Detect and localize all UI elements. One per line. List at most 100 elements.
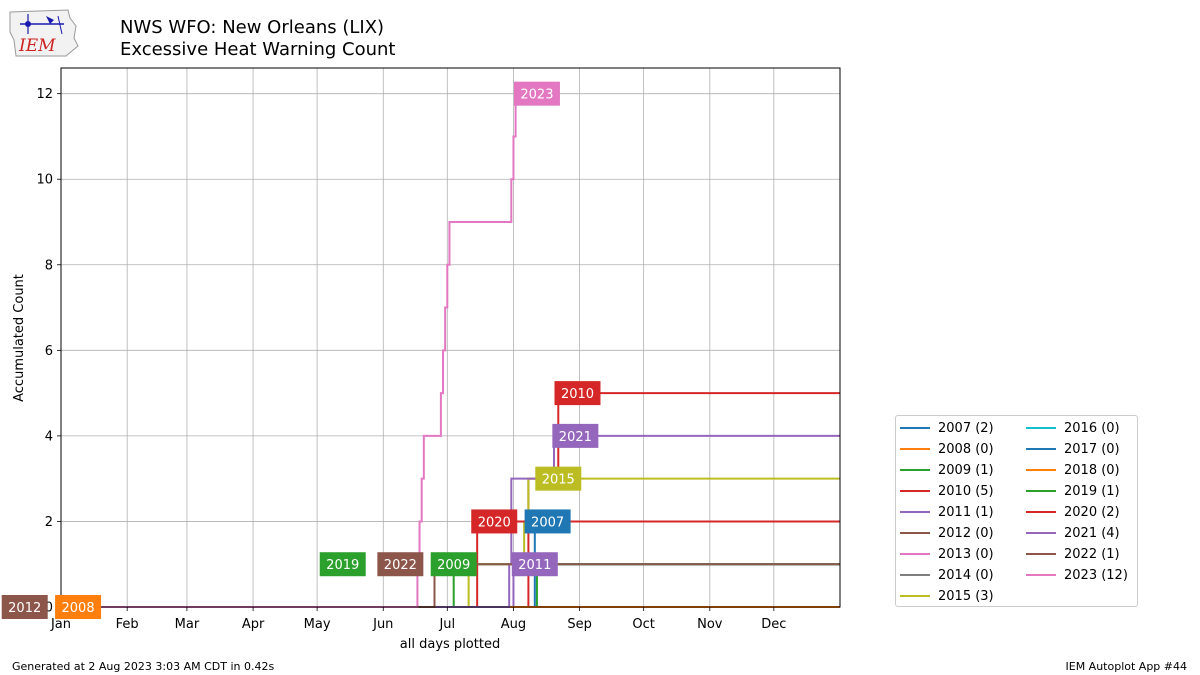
chart-legend: 2007 (2) 2008 (0) 2009 (1) 2010 (5) 2011 (1)…	[895, 415, 1138, 607]
label-box-2015	[535, 466, 582, 491]
x-tick-label: Dec	[761, 617, 786, 632]
label-text-2021: 2021	[559, 430, 592, 445]
legend-item-2007: 2007 (2)	[900, 418, 994, 438]
legend-item-2021: 2021 (4)	[1026, 523, 1120, 543]
legend-label: 2019 (1)	[1064, 483, 1120, 499]
label-box-2021	[552, 423, 599, 448]
label-box-2009	[430, 552, 477, 577]
label-text-2020: 2020	[478, 515, 511, 530]
x-tick-label: Jan	[50, 617, 71, 632]
legend-label: 2009 (1)	[938, 462, 994, 478]
legend-swatch	[900, 511, 930, 513]
legend-item-2015: 2015 (3)	[900, 586, 994, 606]
label-text-2009: 2009	[437, 558, 470, 573]
legend-item-2018: 2018 (0)	[1026, 460, 1120, 480]
label-box-2019	[319, 552, 366, 577]
legend-item-2022: 2022 (1)	[1026, 544, 1120, 564]
x-tick-label: Jul	[438, 617, 455, 632]
y-tick-label: 8	[45, 258, 53, 273]
legend-item-2023: 2023 (12)	[1026, 565, 1128, 585]
label-box-2011	[511, 552, 558, 577]
legend-label: 2012 (0)	[938, 525, 994, 541]
tick-labels: Jan Feb Mar Apr May Jun Jul Aug Sep Oct Nov Dec 0 2 4 6…	[36, 87, 786, 632]
legend-label: 2017 (0)	[1064, 441, 1120, 457]
label-box-2008	[55, 595, 102, 619]
grid	[60, 68, 840, 608]
label-text-2011: 2011	[518, 558, 551, 573]
legend-label: 2020 (2)	[1064, 504, 1120, 520]
legend-swatch	[900, 469, 930, 471]
x-axis-label: all days plotted	[400, 637, 500, 652]
legend-swatch	[1026, 469, 1056, 471]
y-tick-label: 2	[45, 515, 53, 530]
label-box-2007	[524, 509, 571, 534]
label-text-2008: 2008	[62, 601, 95, 616]
label-box-2020	[471, 509, 518, 534]
legend-item-2012: 2012 (0)	[900, 523, 994, 543]
legend-swatch	[900, 574, 930, 576]
legend-label: 2021 (4)	[1064, 525, 1120, 541]
axes	[57, 67, 841, 611]
label-text-2010: 2010	[561, 387, 594, 402]
legend-item-2008: 2008 (0)	[900, 439, 994, 459]
legend-label: 2022 (1)	[1064, 546, 1120, 562]
y-tick-label: 4	[45, 429, 53, 444]
legend-swatch	[900, 553, 930, 555]
label-text-2022: 2022	[384, 558, 417, 573]
x-tick-label: May	[304, 617, 331, 632]
legend-label: 2007 (2)	[938, 420, 994, 436]
chart-title-line1: NWS WFO: New Orleans (LIX)	[120, 17, 385, 38]
series-line-2015	[61, 477, 840, 608]
legend-swatch	[900, 490, 930, 492]
x-tick-label: Mar	[175, 617, 200, 632]
label-text-2023: 2023	[520, 88, 553, 103]
y-tick-label: 12	[36, 87, 53, 102]
legend-label: 2011 (1)	[938, 504, 994, 520]
x-tick-label: Nov	[697, 617, 723, 632]
legend-swatch	[1026, 553, 1056, 555]
x-tick-label: Jun	[372, 617, 393, 632]
legend-swatch	[1026, 427, 1056, 429]
legend-item-2016: 2016 (0)	[1026, 418, 1120, 438]
label-box-2012	[1, 595, 48, 619]
footer-generated: Generated at 2 Aug 2023 3:03 AM CDT in 0…	[12, 660, 275, 673]
legend-swatch	[1026, 490, 1056, 492]
legend-item-2013: 2013 (0)	[900, 544, 994, 564]
label-box-2022	[377, 552, 424, 577]
legend-item-2014: 2014 (0)	[900, 565, 994, 585]
legend-swatch	[1026, 448, 1056, 450]
y-tick-label: 10	[36, 173, 53, 188]
legend-swatch	[1026, 574, 1056, 576]
label-text-2015: 2015	[542, 473, 575, 488]
x-tick-label: Sep	[567, 617, 592, 632]
legend-label: 2018 (0)	[1064, 462, 1120, 478]
x-tick-label: Oct	[632, 617, 654, 632]
series-line-2023	[61, 93, 517, 608]
label-text-2007: 2007	[531, 515, 564, 530]
legend-item-2009: 2009 (1)	[900, 460, 994, 480]
legend-label: 2010 (5)	[938, 483, 994, 499]
legend-label: 2013 (0)	[938, 546, 994, 562]
legend-label: 2023 (12)	[1064, 567, 1128, 583]
footer-app: IEM Autoplot App #44	[1065, 660, 1188, 673]
legend-item-2019: 2019 (1)	[1026, 481, 1120, 501]
logo-text: IEM	[18, 36, 56, 56]
legend-swatch	[900, 427, 930, 429]
y-tick-label: 0	[45, 601, 53, 616]
legend-label: 2016 (0)	[1064, 420, 1120, 436]
x-tick-label: Apr	[242, 617, 265, 632]
legend-item-2011: 2011 (1)	[900, 502, 994, 522]
legend-swatch	[900, 595, 930, 597]
x-tick-label: Aug	[501, 617, 526, 632]
y-axis-label: Accumulated Count	[12, 274, 27, 402]
legend-item-2010: 2010 (5)	[900, 481, 994, 501]
legend-swatch	[900, 532, 930, 534]
data-labels: 2007200820092010201120122015201920202021…	[1, 81, 601, 619]
legend-item-2017: 2017 (0)	[1026, 439, 1120, 459]
iem-logo-icon: IEM	[9, 9, 79, 57]
legend-label: 2008 (0)	[938, 441, 994, 457]
legend-swatch	[1026, 532, 1056, 534]
legend-label: 2014 (0)	[938, 567, 994, 583]
label-text-2012: 2012	[8, 601, 41, 616]
